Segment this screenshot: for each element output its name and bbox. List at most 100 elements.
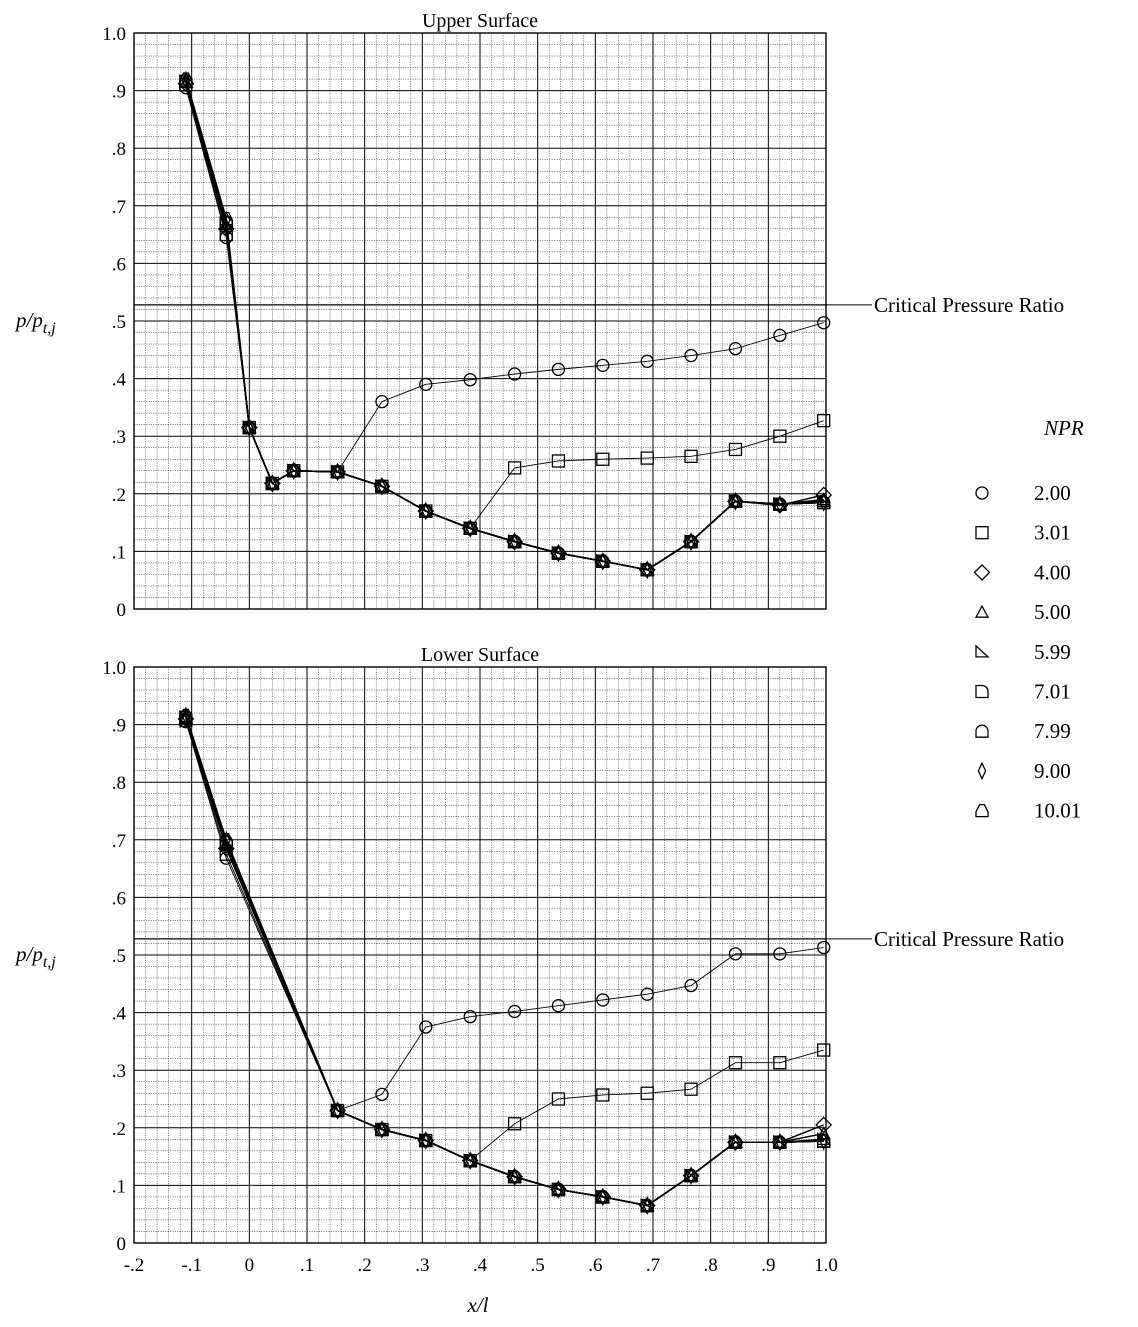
x-tick-label: .5 [531, 1255, 545, 1276]
data-point [642, 1196, 652, 1215]
data-point [463, 521, 477, 536]
data-point [181, 70, 191, 90]
data-point [510, 532, 519, 551]
data-point [463, 373, 477, 387]
data-point [551, 546, 566, 560]
plot-frame [133, 32, 827, 610]
data-point [219, 211, 233, 226]
y-axis-label: p/pt,j [14, 942, 56, 971]
data-point [219, 833, 233, 847]
series-line [185, 718, 824, 1207]
data-point [419, 504, 433, 518]
data-point [817, 413, 831, 428]
data-point [773, 328, 787, 343]
critical-pressure-label: Critical Pressure Ratio [874, 927, 1064, 951]
y-tick-label: .7 [112, 831, 126, 852]
y-tick-label: 0 [117, 1234, 127, 1255]
data-point [551, 454, 566, 468]
upper-surface-panel: Upper Surface 0 .1 .2 .3 .4 .5 .6 .7 .8 .9 1.0 p/pt,… [14, 10, 1064, 621]
legend-label: 4.00 [1034, 560, 1071, 584]
y-tick-label: .7 [112, 197, 126, 218]
series-line [185, 81, 824, 571]
data-point [330, 465, 345, 479]
data-point [463, 1153, 477, 1168]
y-tick-label: .2 [112, 485, 126, 506]
legend-marker-house [975, 803, 989, 818]
data-point [816, 492, 831, 506]
legend-label: 9.00 [1034, 759, 1071, 783]
data-point [728, 494, 743, 508]
data-point [640, 1086, 654, 1100]
x-tick-label: .3 [415, 1255, 429, 1276]
x-tick-label: .1 [300, 1255, 314, 1276]
data-point [217, 220, 235, 238]
data-point [640, 987, 654, 1001]
legend-label: 5.99 [1034, 640, 1071, 664]
data-point [507, 534, 522, 549]
x-tick-label: .9 [761, 1255, 775, 1276]
x-tick-label: .6 [588, 1255, 602, 1276]
legend-marker-d-bottom [975, 724, 989, 738]
y-tick-label: .5 [112, 312, 126, 333]
data-point [551, 999, 566, 1013]
data-point [684, 534, 698, 549]
y-tick-label: .4 [112, 370, 127, 391]
data-point [179, 708, 193, 723]
data-point [684, 1168, 698, 1183]
data-point [551, 362, 566, 377]
data-point [507, 1004, 522, 1019]
x-tick-label: 0 [245, 1255, 255, 1276]
data-point [421, 1131, 431, 1150]
data-point [333, 462, 342, 482]
series-line [185, 80, 824, 571]
data-point [728, 442, 743, 457]
data-point [551, 1092, 566, 1106]
y-tick-label: .6 [112, 888, 126, 909]
y-tick-label: .4 [112, 1004, 127, 1025]
data-point [596, 1088, 610, 1102]
data-point [728, 947, 743, 961]
series-line [185, 87, 824, 485]
data-point [177, 75, 195, 93]
data-point [640, 354, 654, 368]
data-point [375, 479, 389, 493]
data-point [640, 1198, 654, 1213]
y-tick-label: 0 [117, 600, 127, 621]
data-point [640, 451, 654, 465]
data-point [219, 838, 234, 852]
y-tick-label: .6 [112, 254, 126, 275]
data-point [289, 461, 299, 481]
data-point [731, 491, 740, 511]
data-point [333, 1101, 342, 1120]
data-point [817, 1043, 831, 1057]
data-point [551, 1182, 566, 1197]
data-point [181, 706, 191, 726]
data-point [554, 1180, 563, 1199]
data-point [463, 1009, 477, 1024]
legend-marker-diamond [973, 563, 991, 581]
series-npr-4-00 [177, 75, 833, 579]
data-point [684, 348, 698, 363]
data-point [419, 1020, 433, 1034]
plot-frame [133, 666, 827, 1244]
data-point [596, 452, 610, 466]
data-point [598, 1187, 608, 1207]
data-point [731, 1132, 740, 1152]
x-tick-label: .2 [358, 1255, 372, 1276]
y-tick-label: .3 [112, 427, 126, 448]
data-point [775, 1132, 785, 1152]
data-point [507, 1170, 522, 1184]
data-point [221, 210, 231, 230]
y-tick-label: .1 [112, 1176, 126, 1197]
data-point [684, 1082, 698, 1096]
series-npr-2-00 [179, 81, 831, 491]
data-point [598, 551, 608, 571]
data-point [507, 461, 522, 475]
data-point [419, 377, 433, 392]
y-tick-label: 1.0 [102, 24, 126, 45]
y-tick-label: .2 [112, 1119, 126, 1140]
data-point [773, 497, 787, 511]
series-line [185, 721, 824, 1112]
x-tick-label: -.2 [124, 1255, 145, 1276]
